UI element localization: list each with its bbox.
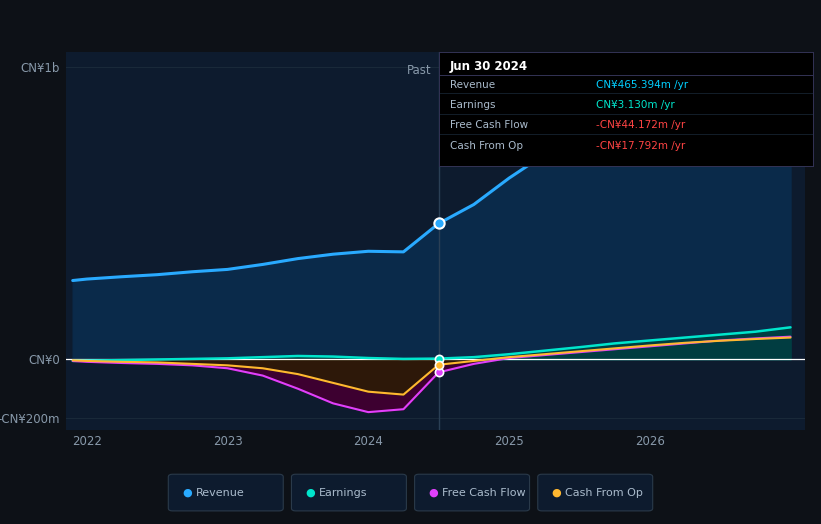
Text: Earnings: Earnings	[450, 100, 495, 110]
Point	[432, 368, 445, 377]
Point	[432, 220, 445, 228]
Text: Free Cash Flow: Free Cash Flow	[442, 487, 525, 498]
Text: Past: Past	[406, 64, 431, 77]
Text: Analysts Forecasts: Analysts Forecasts	[446, 64, 556, 77]
Text: ●: ●	[182, 487, 192, 498]
Text: CN¥465.394m /yr: CN¥465.394m /yr	[596, 80, 688, 90]
Text: Earnings: Earnings	[319, 487, 367, 498]
Text: Free Cash Flow: Free Cash Flow	[450, 121, 528, 130]
Text: Revenue: Revenue	[450, 80, 495, 90]
Point	[432, 354, 445, 363]
Text: CN¥3.130m /yr: CN¥3.130m /yr	[596, 100, 675, 110]
Text: ●: ●	[429, 487, 438, 498]
Text: Cash From Op: Cash From Op	[450, 140, 523, 151]
Text: Cash From Op: Cash From Op	[565, 487, 643, 498]
Point	[432, 361, 445, 369]
Text: ●: ●	[305, 487, 315, 498]
Text: Jun 30 2024: Jun 30 2024	[450, 60, 528, 73]
Text: ●: ●	[552, 487, 562, 498]
Text: -CN¥44.172m /yr: -CN¥44.172m /yr	[596, 121, 685, 130]
Text: -CN¥17.792m /yr: -CN¥17.792m /yr	[596, 140, 685, 151]
Text: Revenue: Revenue	[195, 487, 244, 498]
